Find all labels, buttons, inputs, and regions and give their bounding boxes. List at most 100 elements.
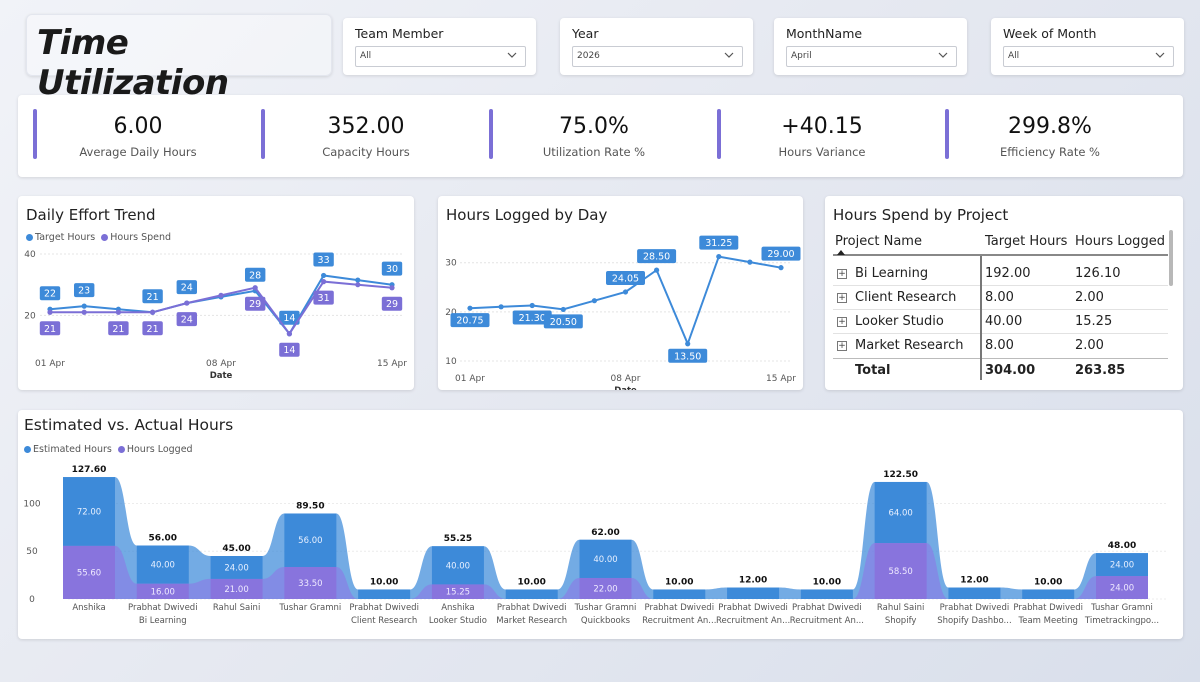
estimated-value-label: 56.00 (298, 536, 322, 546)
legend-item-spend[interactable]: Hours Spend (101, 232, 171, 243)
slicer-dropdown[interactable]: April (786, 46, 957, 67)
slicer-value: All (360, 51, 372, 61)
data-point (747, 259, 753, 265)
x-tick-label: 01 Apr (455, 374, 485, 384)
kpi-value: 352.00 (327, 114, 405, 139)
kpi-average-daily-hours: 6.00 Average Daily Hours (33, 109, 243, 159)
legend-item-estimated[interactable]: Estimated Hours (24, 444, 112, 455)
plus-box-icon[interactable]: + (837, 293, 847, 303)
hours-by-project-panel[interactable]: Hours Spend by Project Project Name Targ… (825, 196, 1183, 390)
chevron-down-icon[interactable] (506, 49, 518, 61)
data-point (389, 285, 395, 291)
y-tick-label: 100 (23, 499, 40, 509)
data-label-bg (142, 321, 163, 336)
estimated-vs-actual-panel[interactable]: Estimated vs. Actual Hours Estimated Hou… (18, 410, 1183, 639)
data-label: 21 (44, 324, 56, 335)
bar-logged (210, 578, 263, 599)
x-tick-label-sub: Shopify (885, 616, 917, 626)
data-label: 33 (318, 255, 330, 266)
data-label-bg (279, 342, 300, 357)
slicer-dropdown[interactable]: 2026 (572, 46, 743, 67)
x-tick-label-sub: Quickbooks (581, 616, 631, 626)
y-tick-label: 20 (24, 311, 36, 321)
total-label: 62.00 (591, 528, 619, 538)
x-tick-label: Tushar Gramni (278, 603, 341, 613)
slicer-week-of-month[interactable]: Week of Month All (991, 18, 1184, 75)
cell-project: Looker Studio (855, 314, 944, 329)
estimated-vs-actual-chart: 0 50 100 127.60 72.00 55.60 Anshika 56.00 40.00 1… (23, 465, 1168, 626)
cell-target: 192.00 (985, 266, 1031, 281)
data-label-bg (74, 283, 95, 298)
kpi-label: Utilization Rate % (542, 145, 646, 159)
data-label-bg (176, 280, 197, 295)
legend-item-target[interactable]: Target Hours (26, 232, 95, 243)
data-point (467, 305, 473, 311)
legend-item-logged[interactable]: Hours Logged (117, 444, 193, 455)
bar-estimated (431, 546, 484, 585)
daily-effort-chart: 20 40 01 Apr 08 Apr 15 Apr Date 22 23 21 24 28 14 33… (24, 250, 407, 381)
bar-estimated (505, 589, 558, 599)
kpi-efficiency-rate: 299.8% Efficiency Rate % (945, 109, 1155, 159)
bar-logged (874, 543, 927, 599)
kpi-label: Efficiency Rate % (999, 145, 1100, 159)
data-point (321, 279, 327, 285)
data-label-bg (245, 267, 266, 282)
sort-triangle-icon[interactable] (837, 250, 845, 256)
logged-value-label: 21.00 (224, 585, 248, 595)
logged-value-label: 58.50 (888, 567, 912, 577)
data-label: 31.25 (705, 238, 732, 249)
table-row[interactable]: + Looker Studio 40.00 15.25 (833, 310, 1168, 334)
data-label-bg (381, 261, 403, 276)
slicer-month-name[interactable]: MonthName April (774, 18, 967, 75)
table-row[interactable]: + Bi Learning 192.00 126.10 (833, 262, 1168, 286)
bar-estimated (653, 589, 706, 599)
cell-logged: 2.00 (1075, 338, 1104, 353)
panel-title: Daily Effort Trend (26, 206, 156, 224)
table-row[interactable]: + Market Research 8.00 2.00 (833, 334, 1168, 358)
data-label-bg (512, 310, 552, 325)
plus-box-icon[interactable]: + (837, 269, 847, 279)
slicer-dropdown[interactable]: All (1003, 46, 1174, 67)
x-axis-title: Date (614, 386, 637, 390)
x-tick-label-sub: Looker Studio (429, 616, 487, 626)
chevron-down-icon[interactable] (1154, 49, 1166, 61)
data-point (286, 331, 292, 337)
data-label-bg (313, 290, 334, 305)
logged-value-label: 24.00 (1110, 584, 1134, 594)
y-tick-label: 10 (445, 357, 457, 367)
data-label-bg (668, 348, 708, 363)
estimated-value-label: 40.00 (593, 555, 617, 565)
data-point (778, 265, 784, 271)
total-label: 12.00 (739, 576, 767, 586)
bar-estimated (579, 539, 632, 578)
chevron-down-icon[interactable] (937, 49, 949, 61)
slicer-team-member[interactable]: Team Member All (343, 18, 536, 75)
kpi-accent-bar (33, 109, 37, 159)
bar-estimated (948, 587, 1001, 599)
page-title: Time Utilization (37, 23, 229, 103)
plus-box-icon[interactable]: + (837, 317, 847, 327)
chevron-down-icon[interactable] (723, 49, 735, 61)
data-point (252, 285, 258, 291)
kpi-accent-bar (717, 109, 721, 159)
data-point (321, 272, 327, 279)
bar-estimated (1022, 589, 1075, 599)
daily-effort-trend-panel[interactable]: Daily Effort Trend Target Hours Hours Sp… (18, 196, 414, 390)
column-header-project[interactable]: Project Name (835, 234, 922, 249)
chart-legend: Target Hours Hours Spend (26, 232, 171, 243)
data-label: 21.30 (519, 313, 546, 324)
kpi-label: Average Daily Hours (79, 145, 197, 159)
table-scrollbar[interactable] (1169, 230, 1173, 286)
data-label-bg (142, 289, 163, 304)
data-point (685, 341, 691, 347)
table-row[interactable]: + Client Research 8.00 2.00 (833, 286, 1168, 310)
column-header-logged[interactable]: Hours Logged (1075, 234, 1165, 249)
slicer-dropdown[interactable]: All (355, 46, 526, 67)
legend-label: Target Hours (35, 232, 96, 243)
column-header-target[interactable]: Target Hours (985, 234, 1068, 249)
slicer-year[interactable]: Year 2026 (560, 18, 753, 75)
panel-title: Hours Spend by Project (833, 206, 1009, 224)
plus-box-icon[interactable]: + (837, 341, 847, 351)
kpi-accent-bar (945, 109, 949, 159)
hours-logged-by-day-panel[interactable]: Hours Logged by Day 10 20 30 01 Apr 08 Apr 15… (438, 196, 803, 390)
